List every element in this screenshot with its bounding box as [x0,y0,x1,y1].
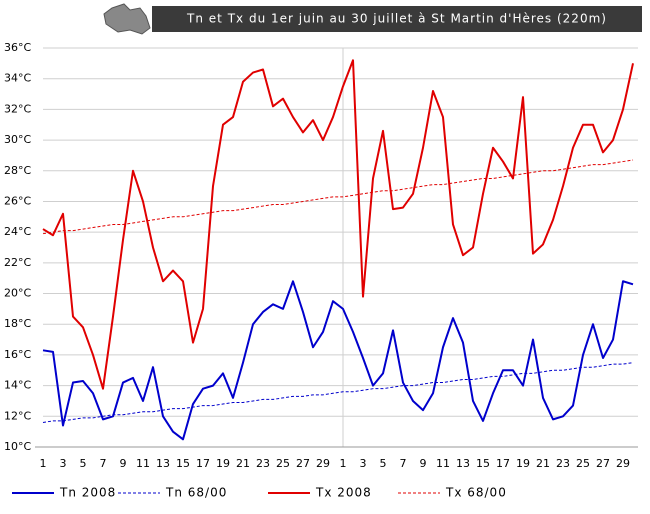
y-tick-label: 16°C [4,348,31,361]
y-tick-label: 20°C [4,287,31,300]
x-tick-label: 3 [360,457,367,470]
chart-title: Tn et Tx du 1er juin au 30 juillet à St … [186,12,607,26]
x-tick-label: 23 [256,457,270,470]
x-tick-label: 25 [276,457,290,470]
x-tick-label: 25 [576,457,590,470]
legend-label: Tn 2008 [59,486,116,500]
x-tick-label: 9 [420,457,427,470]
x-tick-label: 13 [456,457,470,470]
series-line [42,159,634,235]
x-tick-label: 11 [136,457,150,470]
x-tick-label: 7 [400,457,407,470]
series-line [42,59,634,390]
y-tick-label: 22°C [4,256,31,269]
x-tick-label: 27 [596,457,610,470]
x-tick-label: 1 [340,457,347,470]
x-tick-label: 17 [196,457,210,470]
x-tick-label: 21 [236,457,250,470]
x-tick-label: 5 [380,457,387,470]
x-tick-label: 19 [216,457,230,470]
x-tick-label: 23 [556,457,570,470]
x-tick-label: 13 [156,457,170,470]
x-tick-label: 7 [100,457,107,470]
x-tick-label: 19 [516,457,530,470]
x-tick-label: 21 [536,457,550,470]
x-tick-label: 3 [60,457,67,470]
legend-label: Tx 68/00 [445,486,507,500]
region-icon [103,3,151,35]
y-tick-label: 10°C [4,440,31,453]
x-tick-label: 5 [80,457,87,470]
x-tick-label: 29 [616,457,630,470]
x-tick-label: 27 [296,457,310,470]
y-tick-label: 18°C [4,317,31,330]
y-tick-label: 28°C [4,164,31,177]
title-box [152,6,642,32]
y-tick-label: 36°C [4,41,31,54]
x-tick-label: 29 [316,457,330,470]
y-tick-label: 32°C [4,102,31,115]
series-line [42,280,634,441]
x-tick-label: 11 [436,457,450,470]
x-tick-label: 9 [120,457,127,470]
y-tick-label: 34°C [4,72,31,85]
y-tick-label: 26°C [4,194,31,207]
y-tick-label: 12°C [4,409,31,422]
x-tick-label: 15 [476,457,490,470]
x-tick-label: 17 [496,457,510,470]
y-tick-label: 14°C [4,379,31,392]
series-line [42,362,634,423]
legend-label: Tx 2008 [315,486,372,500]
legend-label: Tn 68/00 [165,486,227,500]
x-tick-label: 1 [40,457,47,470]
x-tick-label: 15 [176,457,190,470]
y-tick-label: 30°C [4,133,31,146]
y-tick-label: 24°C [4,225,31,238]
